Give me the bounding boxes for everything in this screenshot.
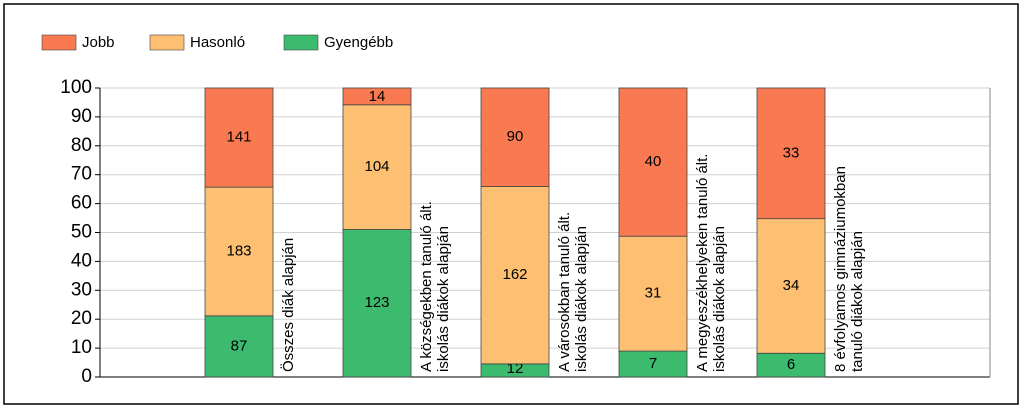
bar-segment [342, 87, 412, 106]
category-label: Összes diák alapján [279, 238, 297, 372]
y-tick-label: 0 [81, 366, 92, 387]
bar-segment [756, 218, 826, 354]
data-label: 123 [364, 294, 389, 311]
data-label: 7 [649, 355, 657, 372]
bar-segment [342, 229, 412, 378]
y-tick-label: 10 [71, 337, 92, 358]
data-label: 141 [226, 129, 251, 146]
bar-segment [204, 315, 274, 378]
y-tick-label: 40 [71, 250, 92, 271]
y-tick-label: 100 [60, 77, 92, 98]
bar-segment [204, 87, 274, 188]
data-label: 31 [645, 285, 662, 302]
bar-segment [480, 87, 550, 187]
data-label: 34 [783, 277, 800, 294]
y-tick-label: 90 [71, 106, 92, 127]
y-tick-label: 70 [71, 164, 92, 185]
category-label: iskolás diákok alapján [573, 226, 590, 372]
category-label: tanuló diákok alapján [849, 231, 866, 372]
y-tick-label: 30 [71, 279, 92, 300]
legend-label: Gyengébb [324, 34, 393, 51]
legend-label: Hasonló [190, 34, 245, 51]
data-label: 33 [783, 144, 800, 161]
legend-swatch [149, 34, 185, 51]
bar-segment [480, 186, 550, 365]
y-tick-label: 80 [71, 135, 92, 156]
legend-swatch [41, 34, 77, 51]
legend-label: Jobb [82, 34, 115, 51]
data-label: 40 [645, 153, 662, 170]
y-tick-label: 50 [71, 222, 92, 243]
bar-segment [756, 87, 826, 220]
category-label: iskolás diákok alapján [435, 226, 452, 372]
category-label: A községekben tanuló ált. [418, 201, 435, 372]
category-label: 8 évfolyamos gimnáziumokban [832, 166, 849, 372]
bar-segment [618, 235, 688, 352]
category-label: iskolás diákok alapján [711, 226, 728, 372]
y-tick-label: 60 [71, 193, 92, 214]
data-label: 183 [226, 242, 251, 259]
category-label: A városokban tanuló ált. [556, 212, 573, 372]
legend-swatch [283, 34, 319, 51]
bar-segment [204, 186, 274, 317]
legend: Jobb Hasonló Gyengébb [41, 34, 393, 51]
y-tick-label: 20 [71, 308, 92, 329]
data-label: 104 [364, 158, 389, 175]
data-label: 162 [502, 266, 527, 283]
data-label: 6 [787, 356, 795, 373]
data-label: 90 [507, 128, 524, 145]
bar-segment [618, 87, 688, 237]
data-label: 14 [369, 88, 386, 105]
data-label: 87 [231, 337, 248, 354]
category-label: A megyeszékhelyeken tanuló ált. [694, 154, 711, 372]
